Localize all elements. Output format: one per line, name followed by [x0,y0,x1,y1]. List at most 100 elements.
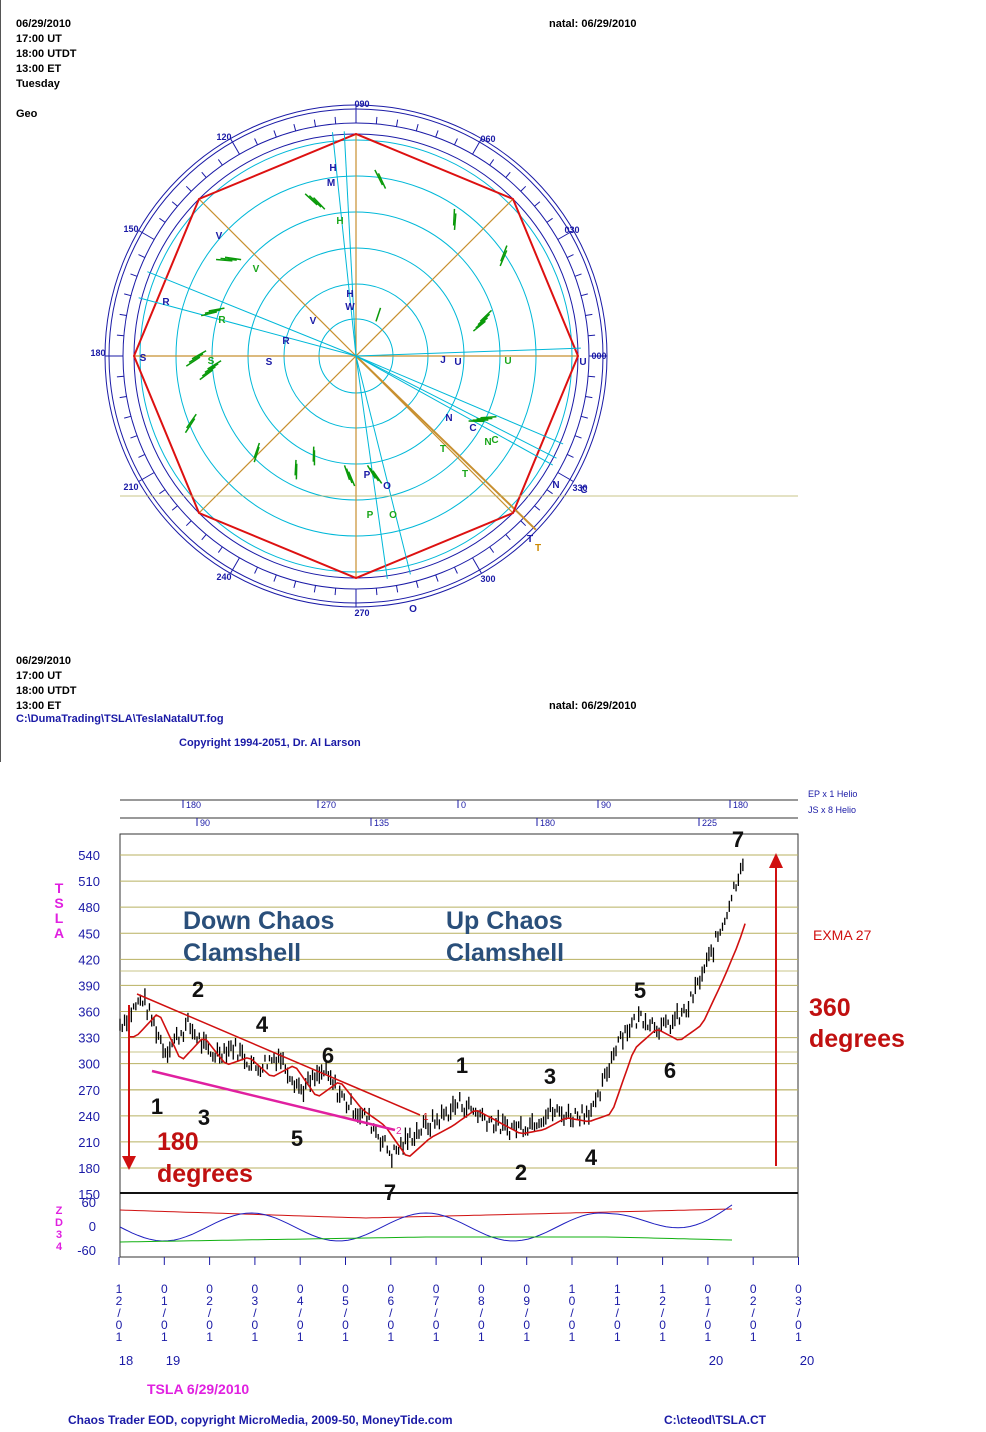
wheel-tick [171,201,178,207]
degrees-360-label: degrees [809,1025,905,1053]
wheel-tick [505,534,511,541]
wheel-planet-label: N [445,413,452,424]
wheel-planet-label: U [454,357,461,368]
x-date-char: / [163,1306,167,1320]
osc-vertical-letter: Z [56,1205,63,1217]
wheel-tick [138,254,146,258]
wheel-aspect-mark [366,465,377,479]
osc-tick-label: 60 [82,1195,96,1210]
top-scale-1-label: 0 [461,800,466,810]
wheel-degree-label: 030 [564,225,579,235]
wheel-tick [435,130,439,138]
x-date-char: 0 [523,1282,530,1296]
wheel-aspect-mark [372,470,383,484]
wheel-aspect-mark [308,195,322,208]
up-clamshell-title: Up Chaos [446,907,563,935]
wave-label: 4 [585,1145,598,1170]
wheel-tick [580,415,588,419]
x-date-char: 0 [116,1318,123,1332]
wheel-planet-label: N [484,437,491,448]
wave-label: 3 [198,1105,210,1130]
wheel-tick [334,116,337,124]
wheel-tick [546,489,553,495]
top-scale-label-2: JS x 8 Helio [808,805,856,815]
wheel-tick [185,185,192,192]
wheel-planet-label: R [218,315,226,326]
wheel-aspect-mark [369,467,380,482]
wheel-aspect-mark [204,309,221,314]
degrees-180-label: degrees [157,1160,253,1188]
wheel-tick [159,217,166,223]
y-tick-label: 240 [78,1109,100,1124]
wheel-aspect-mark [184,418,196,434]
wave-label: 1 [456,1053,468,1078]
y-tick-label: 450 [78,926,100,941]
wheel-degree-label: 000 [591,351,606,361]
chart-frame [119,833,799,1258]
wheel-tick [580,293,588,297]
x-date-char: 0 [795,1282,802,1296]
x-date-char: 0 [750,1318,757,1332]
x-date-char: / [480,1306,484,1320]
wheel-tick [171,505,178,511]
wheel-planet-label: V [253,264,260,275]
top-scale-2-label: 180 [540,818,555,828]
wheel-copyright: Copyright 1994-2051, Dr. Al Larson [179,737,361,749]
top-scale-1-label: 90 [601,800,611,810]
x-date-char: / [797,1306,801,1320]
wheel-planet-line [343,131,357,357]
wheel-planet-label: U [579,357,586,368]
wheel-planet-line [355,347,581,357]
wheel-tick [116,334,124,337]
wheel-aspect-mark [374,169,384,186]
x-date-char: 0 [161,1282,168,1296]
x-date-char: 3 [795,1294,802,1308]
wheel-tick [201,171,207,178]
x-date-char: / [389,1306,393,1320]
x-date-char: 0 [478,1318,485,1332]
symbol-vertical-letter: A [54,925,64,941]
wheel-tick [273,574,277,582]
wheel-aspect-mark [452,208,456,226]
wheel-planet-label: H [329,163,336,174]
y-tick-label: 360 [78,1005,100,1020]
osc-red-line [119,1208,733,1219]
wheel-footer-date: 06/29/2010 [16,655,72,667]
wheel-aspect-mark [191,350,207,360]
wheel-degree-label: 150 [123,224,138,234]
wave-label: 6 [664,1058,676,1083]
wheel-planet-line [147,271,357,357]
wheel-tick [130,435,138,439]
x-date-char: 0 [387,1282,394,1296]
wheel-planet-label: C [491,435,498,446]
x-date-char: 0 [387,1318,394,1332]
wheel-tick [566,254,574,258]
x-year-label: 18 [119,1353,133,1368]
top-scale-2-label: 225 [702,818,717,828]
wheel-tick [230,557,240,574]
wheel-aspect-mark [304,193,318,206]
wheel-tick [293,124,297,132]
exma-label: EXMA 27 [813,927,872,943]
wheel-tick [273,130,277,138]
wheel-header-ut: 17:00 UT [16,33,62,45]
wheel-aspect-mark [348,471,356,487]
x-date-char: 1 [750,1330,757,1344]
wheel-aspect-mark [253,442,261,459]
x-date-char: 1 [659,1330,666,1344]
wheel-footer-utdt: 18:00 UTDT [16,685,77,697]
wheel-tick [534,201,541,207]
wheel-aspect-mark [500,245,508,262]
wheel-planet-label: U [504,356,511,367]
wheel-tick [119,313,127,317]
wheel-planet-label: C [469,423,476,434]
wheel-octagon [132,132,580,580]
wheel-tick [116,375,124,378]
x-date-char: 0 [523,1318,530,1332]
osc-vertical-letter: 4 [56,1241,63,1253]
wheel-planet-line [355,355,411,575]
wheel-tick [130,273,138,277]
top-scale-1-label: 180 [186,800,201,810]
x-date-char: 0 [659,1318,666,1332]
wheel-degree-label: 210 [123,482,138,492]
